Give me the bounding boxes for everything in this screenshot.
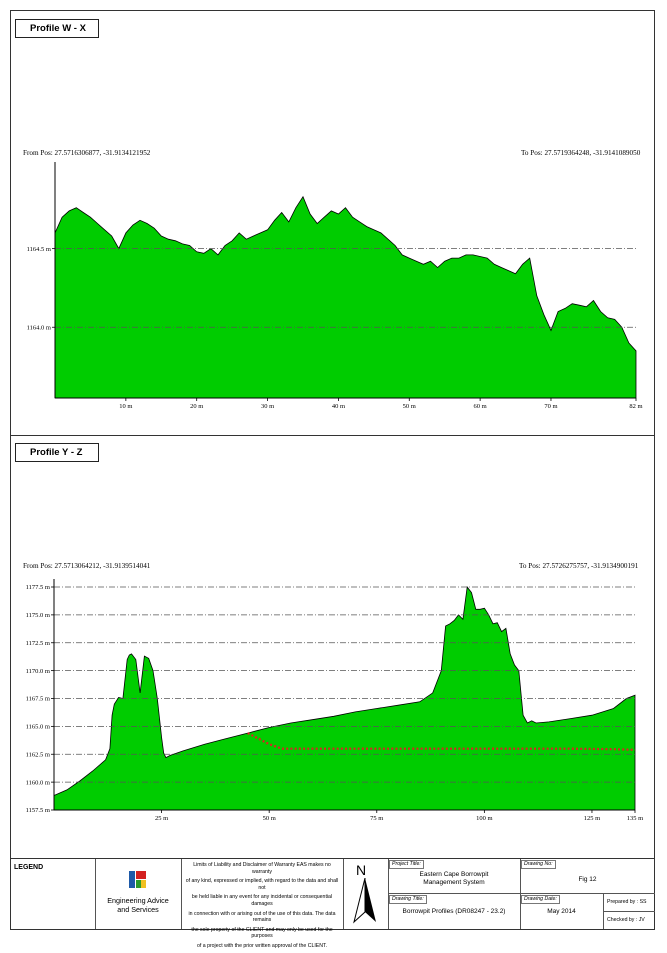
chart-profile-yz: 1157.5 m 1160.0 m 1162.5 m 1165.0 m 1167.5 m…: [26, 579, 643, 822]
checked-by-cell: Checked by : JV: [603, 911, 655, 929]
disclaimer-line: be held liable in any event for any inci…: [191, 894, 333, 907]
checked-by-text: Checked by : JV: [607, 917, 645, 923]
x-tick-label: 10 m: [119, 403, 132, 410]
logo-square-red: [136, 871, 146, 879]
y-tick-label: 1172.5 m: [26, 640, 50, 647]
logo-square-green: [136, 880, 141, 888]
y-tick-label: 1157.5 m: [26, 807, 50, 814]
north-arrow-icon: [353, 878, 376, 924]
profile-yz-from-pos: From Pos: 27.5713064212, -31.9139514041: [23, 562, 151, 570]
project-title-line1: Eastern Cape Borrowpit: [419, 871, 489, 878]
dotted-line-series: [247, 732, 636, 751]
drawing-date-value: May 2014: [547, 908, 576, 915]
x-tick-label: 30 m: [261, 403, 274, 410]
project-title-box: Project Title: Eastern Cape Borrowpit Ma…: [388, 859, 520, 894]
logo-square-blue: [129, 871, 135, 888]
x-tick-label: 50 m: [263, 815, 276, 822]
drawing-no-value: Fig 12: [578, 876, 597, 883]
disclaimer-line: of a project with the prior written appr…: [196, 942, 328, 949]
x-tick-label: 82 m: [629, 403, 642, 410]
disclaimer-text: Limits of Liability and Disclaimer of Wa…: [183, 862, 341, 953]
title-block: LEGEND Engineering Advice and Services L…: [10, 858, 655, 949]
company-name-line1: Engineering Advice: [107, 896, 169, 905]
x-tick-label: 50 m: [403, 403, 416, 410]
x-tick-label: 70 m: [544, 403, 557, 410]
project-title-line2: Management System: [423, 879, 485, 886]
profile-wx-to-pos: To Pos: 27.5719364248, -31.9141089050: [521, 149, 641, 157]
y-tick-label: 1167.5 m: [26, 696, 50, 703]
north-label: N: [356, 862, 367, 878]
drawing-date-cell: Drawing Date: May 2014: [520, 893, 604, 929]
x-tick-label: 100 m: [476, 815, 492, 822]
legend-cell: LEGEND: [10, 859, 96, 929]
drawing-date-label: Drawing Date:: [521, 895, 560, 904]
logo-square-yellow: [141, 880, 146, 888]
project-title-label: Project Title:: [389, 860, 424, 869]
disclaimer-line: in connection with or arising out of the…: [188, 910, 336, 924]
x-tick-label: 75 m: [370, 815, 383, 822]
disclaimer-line: of any kind, expressed or implied, with …: [185, 878, 339, 891]
profile-wx-from-pos: From Pos: 27.5716306877, -31.9134121952: [23, 149, 151, 157]
chart-profile-wx: 1164.0 m 1164.5 m 10 m 20 m 30 m 40 m 50 m 60 m…: [27, 162, 643, 410]
drawing-title-label: Drawing Title:: [389, 895, 427, 904]
disclaimer-cell: Limits of Liability and Disclaimer of Wa…: [181, 859, 344, 949]
y-tick-label: 1175.0 m: [26, 612, 50, 619]
y-tick-label: 1164.5 m: [27, 246, 51, 253]
panel-profile-wx: [10, 10, 655, 436]
y-tick-label: 1160.0 m: [26, 779, 50, 786]
y-tick-label: 1165.0 m: [26, 724, 50, 731]
y-tick-label: 1170.0 m: [26, 668, 50, 675]
x-tick-label: 135 m: [627, 815, 643, 822]
disclaimer-line: the sole property of the CLIENT and may …: [191, 926, 333, 940]
x-tick-label: 60 m: [474, 403, 487, 410]
drawing-no-label: Drawing No:: [521, 860, 556, 869]
company-name-line2: and Services: [117, 905, 159, 914]
y-tick-label: 1164.0 m: [27, 324, 51, 331]
y-tick-label: 1162.5 m: [26, 751, 50, 758]
company-cell: Engineering Advice and Services: [95, 859, 182, 929]
profile-yz-to-pos: To Pos: 27.5726275757, -31.9134900191: [519, 562, 639, 570]
drawing-title-value: Borrowpit Profiles (DR08247 - 23.2): [402, 908, 506, 915]
profile-yz-title: Profile Y - Z: [15, 443, 99, 462]
terrain-area: [54, 195, 637, 399]
drawing-no-cell: Drawing No: Fig 12: [520, 859, 655, 894]
company-logo: [129, 871, 146, 888]
prepared-by-text: Prepared by : SS: [607, 899, 647, 905]
legend-label: LEGEND: [14, 864, 44, 871]
x-tick-label: 20 m: [190, 403, 203, 410]
prepared-by-cell: Prepared by : SS: [603, 893, 655, 912]
x-tick-label: 25 m: [155, 815, 168, 822]
project-cell: Project Title: Eastern Cape Borrowpit Ma…: [388, 859, 521, 929]
x-tick-label: 125 m: [584, 815, 600, 822]
profile-wx-title: Profile W - X: [15, 19, 99, 38]
y-tick-label: 1177.5 m: [26, 584, 50, 591]
x-tick-label: 40 m: [332, 403, 345, 410]
disclaimer-line: Limits of Liability and Disclaimer of Wa…: [193, 862, 331, 875]
page-frame: [10, 10, 655, 930]
north-arrow-cell: N: [343, 859, 389, 929]
